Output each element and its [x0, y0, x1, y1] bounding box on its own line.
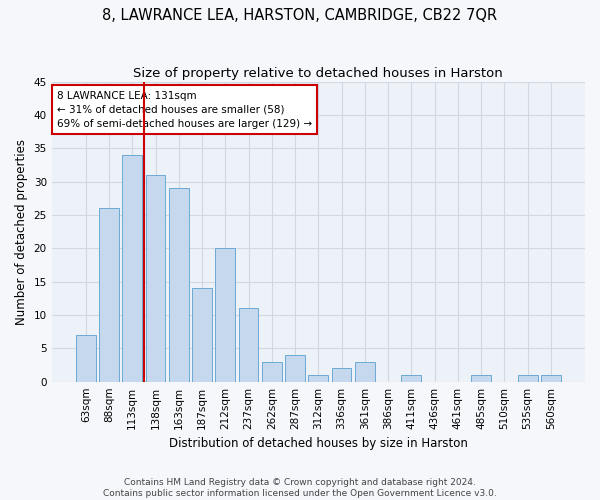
Text: 8 LAWRANCE LEA: 131sqm
← 31% of detached houses are smaller (58)
69% of semi-det: 8 LAWRANCE LEA: 131sqm ← 31% of detached… [57, 90, 312, 128]
Y-axis label: Number of detached properties: Number of detached properties [15, 138, 28, 324]
Bar [169, 188, 188, 382]
Bar [239, 308, 259, 382]
Bar [146, 175, 166, 382]
Bar [285, 355, 305, 382]
Bar [99, 208, 119, 382]
X-axis label: Distribution of detached houses by size in Harston: Distribution of detached houses by size … [169, 437, 468, 450]
Text: Contains HM Land Registry data © Crown copyright and database right 2024.
Contai: Contains HM Land Registry data © Crown c… [103, 478, 497, 498]
Text: 8, LAWRANCE LEA, HARSTON, CAMBRIDGE, CB22 7QR: 8, LAWRANCE LEA, HARSTON, CAMBRIDGE, CB2… [103, 8, 497, 22]
Bar [332, 368, 352, 382]
Bar [541, 375, 561, 382]
Bar [76, 335, 95, 382]
Bar [122, 155, 142, 382]
Bar [215, 248, 235, 382]
Bar [355, 362, 375, 382]
Bar [401, 375, 421, 382]
Title: Size of property relative to detached houses in Harston: Size of property relative to detached ho… [133, 68, 503, 80]
Bar [262, 362, 282, 382]
Bar [471, 375, 491, 382]
Bar [518, 375, 538, 382]
Bar [308, 375, 328, 382]
Bar [192, 288, 212, 382]
